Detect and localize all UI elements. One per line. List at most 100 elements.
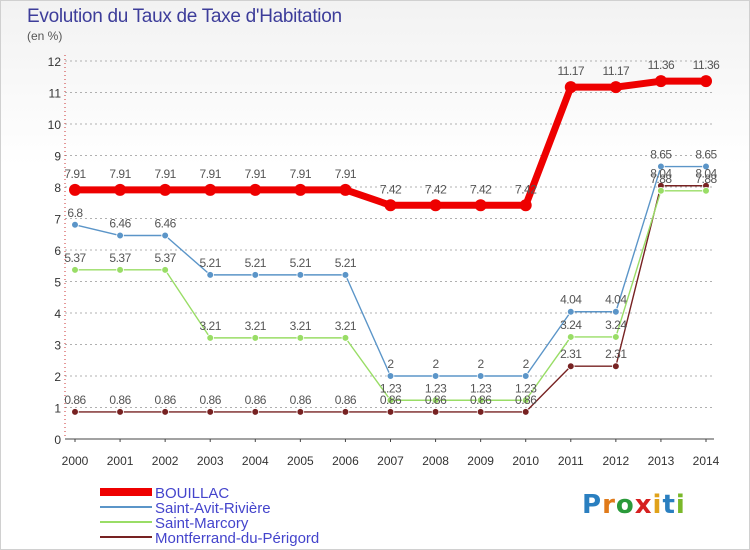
data-label: 7.42 <box>515 182 537 196</box>
data-point <box>116 266 124 274</box>
data-point <box>339 183 352 196</box>
y-tick-label: 10 <box>48 118 62 132</box>
legend-label: Montferrand-du-Périgord <box>155 530 319 547</box>
data-label: 8.04 <box>695 167 717 181</box>
data-label: 2 <box>523 357 530 371</box>
data-label: 0.86 <box>200 393 222 407</box>
data-point <box>341 408 350 416</box>
data-point <box>564 81 577 94</box>
data-label: 5.37 <box>109 251 131 265</box>
data-point <box>116 231 124 240</box>
data-point <box>296 334 305 342</box>
data-label: 7.91 <box>154 167 176 181</box>
data-point <box>251 271 260 279</box>
data-label: 11.36 <box>693 58 720 72</box>
data-label: 6.46 <box>109 217 131 231</box>
y-tick-label: 0 <box>54 433 61 447</box>
data-label: 5.21 <box>245 256 267 270</box>
x-tick-label: 2014 <box>693 454 720 468</box>
data-label: 1.23 <box>380 381 402 395</box>
data-label: 7.42 <box>380 182 402 196</box>
data-label: 8.65 <box>695 148 717 162</box>
data-label: 0.86 <box>245 393 267 407</box>
data-point <box>71 408 79 416</box>
data-label: 1.23 <box>515 381 537 395</box>
y-tick-label: 3 <box>54 339 61 353</box>
data-label: 0.86 <box>380 393 402 407</box>
data-point <box>474 199 487 212</box>
data-point <box>476 396 485 405</box>
data-point <box>386 372 395 380</box>
data-label: 7.88 <box>695 172 717 186</box>
x-tick-label: 2007 <box>377 454 404 468</box>
x-tick-label: 2011 <box>558 454 584 468</box>
y-tick-label: 8 <box>54 181 61 195</box>
data-point <box>71 266 79 274</box>
chart-unit-label: (en %) <box>27 29 63 43</box>
data-label: 5.21 <box>200 256 222 270</box>
data-point <box>341 271 350 279</box>
data-point <box>341 334 350 342</box>
data-label: 3.21 <box>200 319 222 333</box>
y-tick-label: 2 <box>54 370 61 384</box>
proxiti-logo: Proxiti <box>582 490 686 520</box>
data-label: 5.37 <box>154 251 176 265</box>
data-label: 7.42 <box>470 182 492 196</box>
data-point <box>206 271 215 279</box>
data-point <box>114 183 127 196</box>
data-point <box>612 333 620 341</box>
data-point <box>654 75 667 88</box>
data-point <box>431 408 440 416</box>
data-point <box>384 199 397 212</box>
data-label: 7.91 <box>245 167 267 181</box>
data-point <box>206 334 215 342</box>
x-tick-label: 2013 <box>648 454 675 468</box>
data-point <box>161 231 169 240</box>
data-label: 5.21 <box>335 256 357 270</box>
data-label: 11.36 <box>648 58 675 72</box>
data-label: 0.86 <box>109 393 131 407</box>
data-point <box>521 396 530 405</box>
data-label: 0.86 <box>470 393 492 407</box>
data-point <box>519 199 532 212</box>
x-tick-label: 2008 <box>422 454 449 468</box>
y-tick-label: 6 <box>54 244 61 258</box>
legend-label: BOUILLAC <box>155 485 229 502</box>
data-point <box>612 307 620 316</box>
data-point <box>69 183 81 196</box>
data-label: 7.91 <box>109 167 131 181</box>
data-point <box>206 408 215 416</box>
data-point <box>204 183 217 196</box>
data-point <box>249 183 262 196</box>
data-point <box>116 408 124 416</box>
data-label: 0.86 <box>515 393 537 407</box>
data-label: 4.04 <box>605 293 627 307</box>
data-label: 0.86 <box>425 393 447 407</box>
data-label: 3.24 <box>605 318 627 332</box>
data-label: 8.04 <box>650 167 672 181</box>
data-label: 1.23 <box>470 381 492 395</box>
data-point <box>476 372 485 380</box>
data-label: 7.42 <box>425 182 447 196</box>
data-label: 0.86 <box>154 393 176 407</box>
data-point <box>71 221 79 229</box>
data-label: 7.91 <box>335 167 357 181</box>
data-label: 2 <box>387 357 394 371</box>
data-point <box>476 408 485 416</box>
data-label: 2 <box>432 357 439 371</box>
data-point <box>702 186 710 195</box>
y-tick-label: 7 <box>54 213 61 227</box>
data-label: 5.37 <box>64 251 86 265</box>
data-point <box>431 372 440 380</box>
y-tick-label: 11 <box>49 87 62 101</box>
data-point <box>296 271 305 279</box>
data-label: 8.65 <box>650 148 672 162</box>
x-tick-label: 2003 <box>197 454 224 468</box>
y-tick-label: 12 <box>48 55 62 69</box>
data-point <box>431 396 440 405</box>
x-tick-label: 2005 <box>287 454 314 468</box>
y-tick-label: 4 <box>54 307 61 321</box>
data-label: 7.91 <box>64 167 86 181</box>
